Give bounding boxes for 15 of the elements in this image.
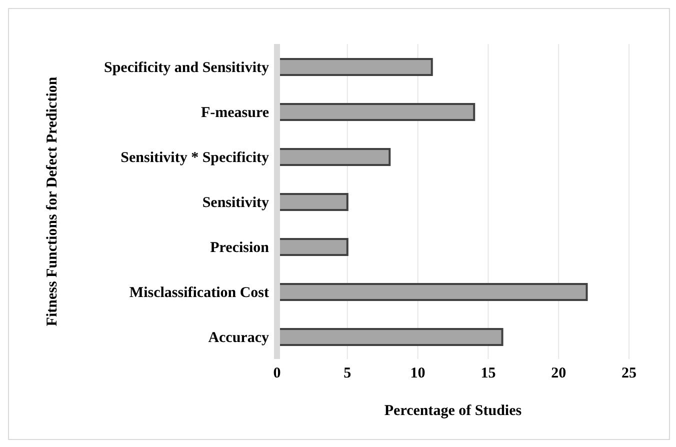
x-tick-label: 20 <box>551 366 566 382</box>
y-tick-label: Sensitivity * Specificity <box>120 150 270 166</box>
y-axis-title: Fitness Functions for Defect Prediction <box>44 76 60 326</box>
x-tick-label: 15 <box>480 366 496 382</box>
y-tick-label: Precision <box>210 240 270 256</box>
x-tick-label: 0 <box>273 366 281 382</box>
y-tick-label: Misclassification Cost <box>129 284 269 301</box>
x-tick-label: 5 <box>344 366 352 382</box>
y-tick-label: Specificity and Sensitivity <box>104 60 270 76</box>
x-tick-label: 25 <box>622 366 636 382</box>
y-tick-label: Sensitivity <box>202 194 270 211</box>
x-tick-label: 10 <box>410 366 426 382</box>
y-tick-label: F-measure <box>200 104 270 121</box>
y-tick-label: Accuracy <box>208 330 270 346</box>
x-axis-title: Percentage of Studies <box>384 403 522 419</box>
